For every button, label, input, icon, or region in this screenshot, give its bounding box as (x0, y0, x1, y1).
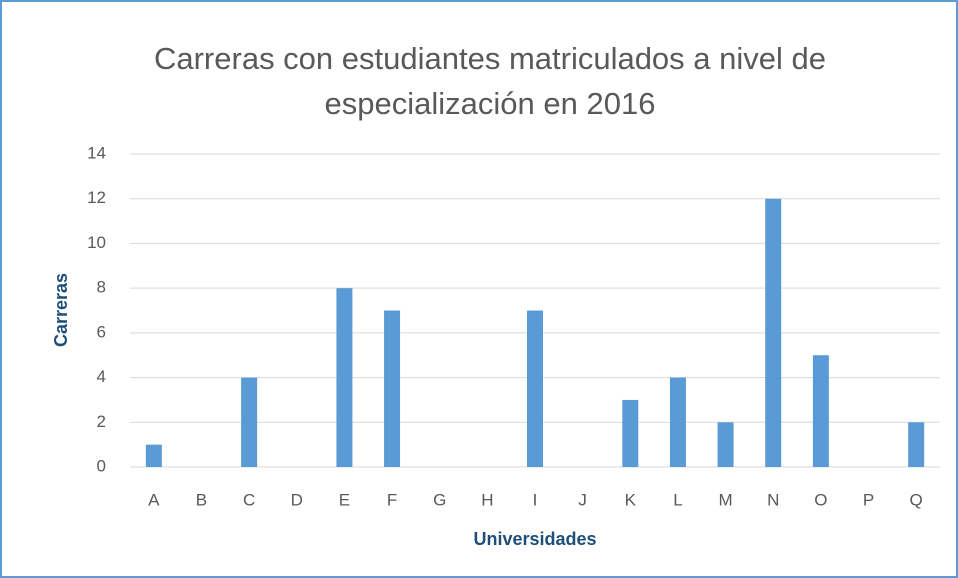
x-tick-label: P (863, 490, 874, 509)
x-tick-label: K (625, 490, 637, 509)
bar (145, 444, 162, 467)
y-axis-title: Carreras (51, 273, 71, 347)
x-tick-label: J (578, 490, 587, 509)
x-tick-label: G (433, 490, 446, 509)
bar (669, 377, 686, 467)
x-tick-label: L (673, 490, 682, 509)
chart-title: Carreras con estudiantes matriculados a … (153, 41, 826, 121)
x-tick-label: B (196, 490, 207, 509)
y-tick-label: 0 (97, 456, 106, 475)
x-tick-label: H (481, 490, 493, 509)
bar (717, 422, 734, 467)
y-tick-label: 8 (97, 278, 106, 297)
bar (908, 422, 925, 467)
bar (336, 288, 353, 467)
bar (384, 310, 401, 467)
x-tick-label: D (291, 490, 303, 509)
y-tick-label: 14 (87, 143, 106, 162)
x-tick-label: Q (910, 490, 923, 509)
y-tick-label: 2 (97, 412, 106, 431)
y-tick-label: 4 (97, 367, 106, 386)
x-axis-title: Universidades (473, 529, 596, 549)
x-tick-label: O (814, 490, 827, 509)
x-tick-label: I (533, 490, 538, 509)
bar (527, 310, 543, 467)
bar (241, 377, 258, 467)
bar (812, 355, 829, 467)
y-tick-label: 10 (87, 233, 106, 252)
x-tick-label: M (719, 490, 733, 509)
y-tick-label: 6 (97, 322, 106, 341)
bar (622, 399, 639, 467)
x-tick-label: E (339, 490, 350, 509)
x-tick-label: F (387, 490, 397, 509)
y-tick-label: 12 (87, 188, 106, 207)
x-tick-label: A (148, 490, 160, 509)
x-tick-label: N (767, 490, 779, 509)
x-tick-label: C (243, 490, 255, 509)
bar (765, 198, 782, 467)
